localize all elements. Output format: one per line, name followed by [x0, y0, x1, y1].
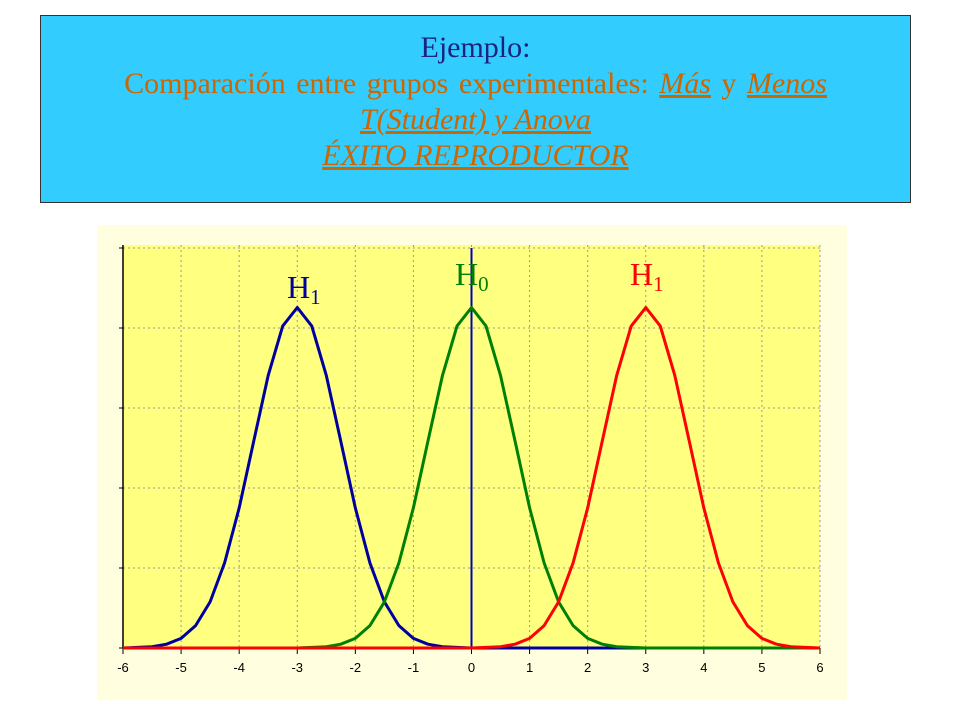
x-tick-label: 6 [816, 660, 823, 675]
header-line: Ejemplo: [420, 31, 531, 64]
x-tick-label: -1 [408, 660, 420, 675]
header-text: ÉXITO REPRODUCTOR [322, 139, 629, 172]
header-link: Más [659, 67, 711, 100]
header-text: y [721, 67, 737, 100]
annotation-subscript: 1 [653, 272, 664, 296]
header-box: Ejemplo: Comparación entre grupos experi… [40, 15, 911, 203]
annotation-subscript: 1 [310, 285, 321, 309]
annotation-text: H [287, 269, 310, 305]
x-tick-label: 5 [758, 660, 765, 675]
x-tick-label: -5 [175, 660, 187, 675]
annotation-text: H [455, 256, 478, 292]
header-text: Comparación entre grupos experimentales: [124, 67, 649, 100]
x-tick-label: 4 [700, 660, 707, 675]
annotation-text: H [630, 256, 653, 292]
annotation: H0 [455, 256, 489, 296]
x-tick-label: -3 [291, 660, 303, 675]
x-tick-label: 3 [642, 660, 649, 675]
header-line: T(Student) y Anova [41, 102, 910, 138]
x-tick-label: 0 [468, 660, 475, 675]
annotation: H1 [630, 256, 664, 296]
x-tick-label: 2 [584, 660, 591, 675]
annotation-subscript: 0 [478, 272, 489, 296]
header-line: Comparación entre grupos experimentales:… [41, 66, 910, 102]
x-tick-label: -4 [233, 660, 245, 675]
x-tick-label: 1 [526, 660, 533, 675]
x-tick-label: -2 [350, 660, 362, 675]
line-series [123, 306, 821, 650]
header-text: T(Student) y Anova [359, 103, 592, 136]
header-link: Menos [746, 67, 827, 100]
annotation: H1 [287, 269, 321, 309]
x-tick-label: -6 [117, 660, 129, 675]
header-line: ÉXITO REPRODUCTOR [41, 138, 910, 174]
